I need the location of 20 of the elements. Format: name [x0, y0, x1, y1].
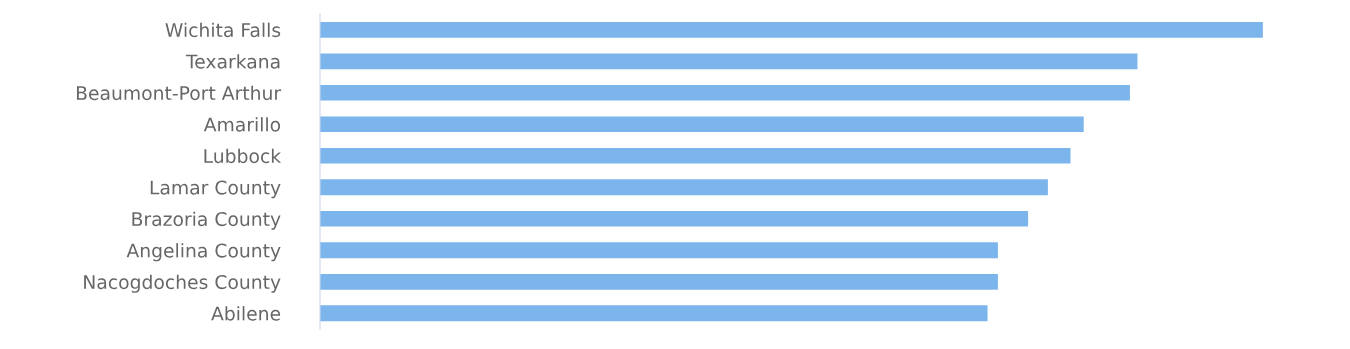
- y-tick-label: Angelina County: [126, 243, 281, 262]
- bar: [320, 116, 1084, 133]
- bar: [320, 273, 998, 290]
- y-tick-label: Amarillo: [203, 117, 281, 132]
- bar: [320, 21, 1263, 38]
- y-tick-label: Brazoria County: [132, 211, 281, 230]
- y-tick-label: Abilene: [211, 306, 281, 321]
- bar: [320, 147, 1071, 164]
- bar: [320, 210, 1029, 227]
- y-tick-label: Nacogdoches County: [84, 274, 281, 293]
- y-tick-label: Wichita Falls: [165, 22, 281, 38]
- bar: [320, 84, 1130, 101]
- y-tick-label: Lamar County: [150, 180, 281, 199]
- y-tick-label: Texarkana: [185, 54, 280, 69]
- y-tick-label: Lubbock: [204, 148, 282, 164]
- bar: [320, 53, 1138, 70]
- bar: [320, 305, 988, 322]
- bar: [320, 242, 998, 259]
- y-tick-label: Beaumont-Port Arthur: [76, 85, 282, 101]
- bar: [320, 179, 1048, 196]
